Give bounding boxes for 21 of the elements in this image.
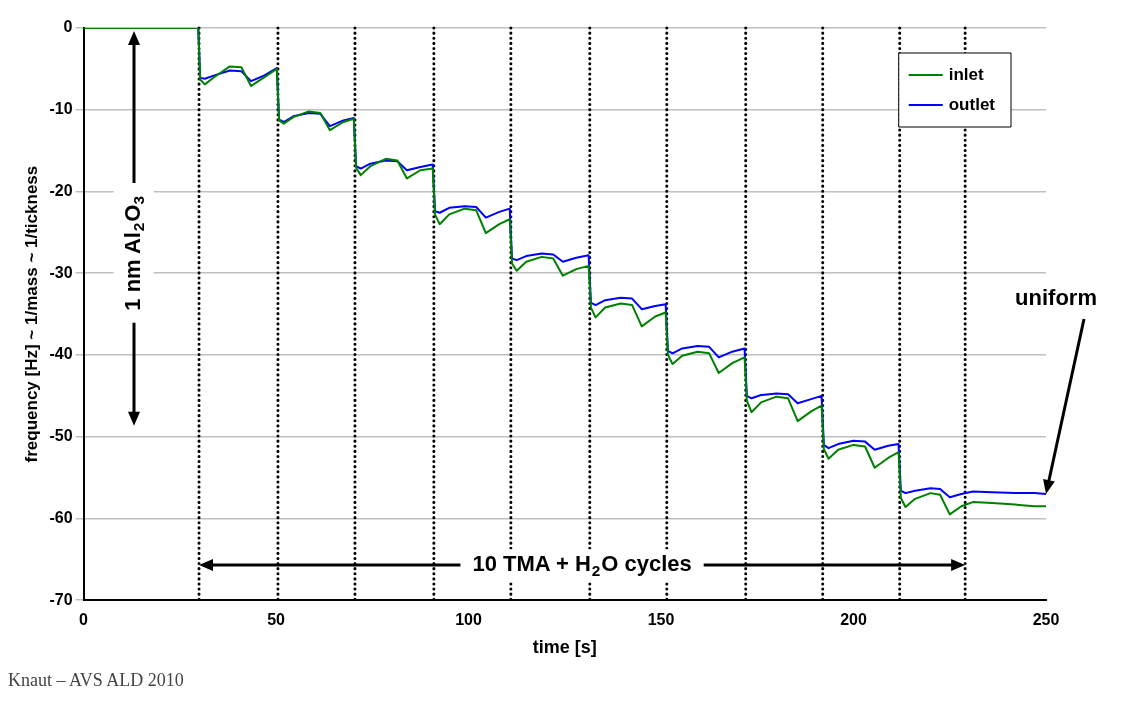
- x-tick-label: 200: [840, 611, 867, 629]
- x-tick-label: 100: [455, 611, 482, 629]
- y-tick-label: 0: [63, 18, 73, 36]
- legend-label: inlet: [948, 64, 985, 84]
- x-axis-title: time [s]: [532, 637, 597, 658]
- y-tick-label: -10: [49, 100, 73, 118]
- annotation: 1 nm Al2O3: [119, 196, 148, 311]
- y-axis-title: frequency [Hz] ~ 1/mass ~ 1/tickness: [21, 165, 41, 463]
- text: Knaut – AVS ALD 2010: [8, 670, 185, 691]
- y-tick-label: -20: [49, 181, 73, 199]
- y-tick-label: -40: [49, 345, 73, 363]
- y-tick-label: -70: [49, 590, 73, 608]
- y-tick-label: -60: [49, 508, 73, 526]
- legend-label: outlet: [948, 94, 996, 114]
- x-tick-label: 50: [267, 611, 286, 629]
- y-tick-label: -30: [49, 263, 73, 281]
- y-tick-label: -50: [49, 427, 73, 445]
- x-tick-label: 250: [1032, 611, 1060, 629]
- x-tick-label: 0: [79, 611, 89, 629]
- x-tick-label: 150: [647, 611, 675, 629]
- annotation: uniform: [1015, 285, 1097, 310]
